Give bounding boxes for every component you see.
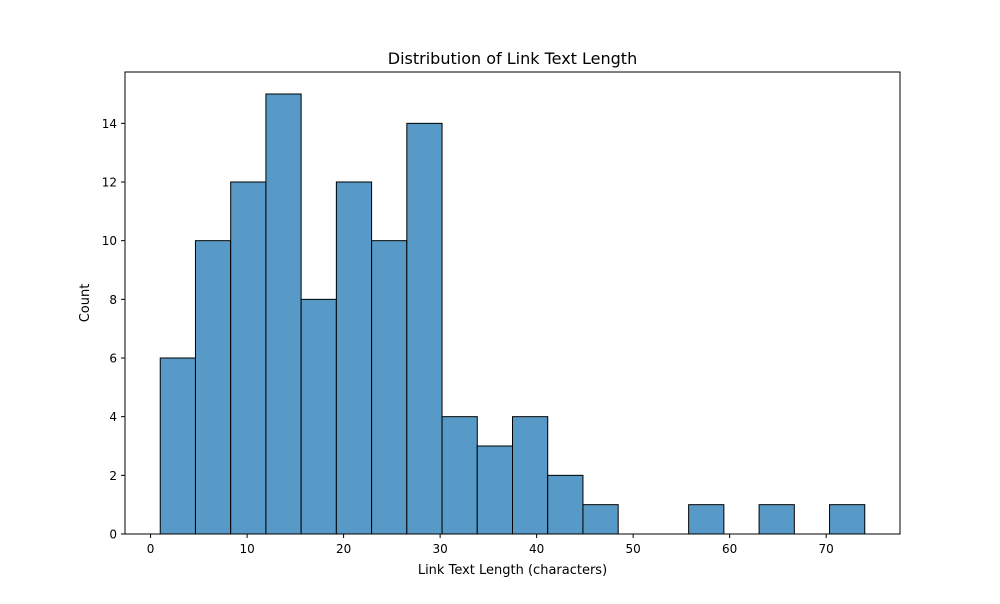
x-tick-label: 40: [529, 542, 544, 556]
histogram-bar: [582, 504, 619, 535]
histogram-bar: [371, 240, 408, 535]
histogram-bar: [159, 357, 196, 535]
x-tick-label: 0: [147, 542, 155, 556]
bars-layer: [159, 93, 866, 535]
histogram-bar: [230, 181, 267, 535]
x-axis-label: Link Text Length (characters): [418, 563, 607, 578]
y-tick-label: 14: [102, 117, 117, 131]
histogram-bar: [476, 445, 514, 535]
histogram-bar: [194, 240, 232, 535]
y-tick-label: 6: [109, 352, 117, 366]
y-tick-label: 12: [102, 176, 117, 190]
histogram-bar: [512, 416, 549, 535]
histogram-bar: [406, 122, 443, 535]
histogram-bar: [265, 93, 302, 535]
histogram-bar: [441, 416, 478, 535]
x-tick-label: 70: [819, 542, 834, 556]
histogram-bar: [829, 504, 866, 535]
y-tick-label: 0: [109, 528, 117, 542]
histogram-bar: [335, 181, 373, 535]
y-tick-label: 8: [109, 293, 117, 307]
histogram-bar: [688, 504, 725, 535]
x-tick-label: 60: [722, 542, 737, 556]
histogram-bar: [758, 504, 795, 535]
histogram-bar: [547, 474, 584, 535]
x-tick-label: 10: [239, 542, 254, 556]
x-tick-label: 50: [626, 542, 641, 556]
y-axis-label: Count: [78, 284, 93, 323]
plot-frame: [124, 71, 901, 535]
y-tick-label: 10: [102, 234, 117, 248]
x-tick-label: 20: [336, 542, 351, 556]
y-axis: 0 2 4 6 8 10 12 14: [102, 117, 125, 542]
histogram-bar: [300, 298, 337, 535]
y-tick-label: 4: [109, 410, 117, 424]
x-axis: 0 10 20 30 40 50 60 70: [147, 534, 834, 556]
chart-title: Distribution of Link Text Length: [388, 49, 637, 68]
x-tick-label: 30: [432, 542, 447, 556]
y-tick-label: 2: [109, 469, 117, 483]
